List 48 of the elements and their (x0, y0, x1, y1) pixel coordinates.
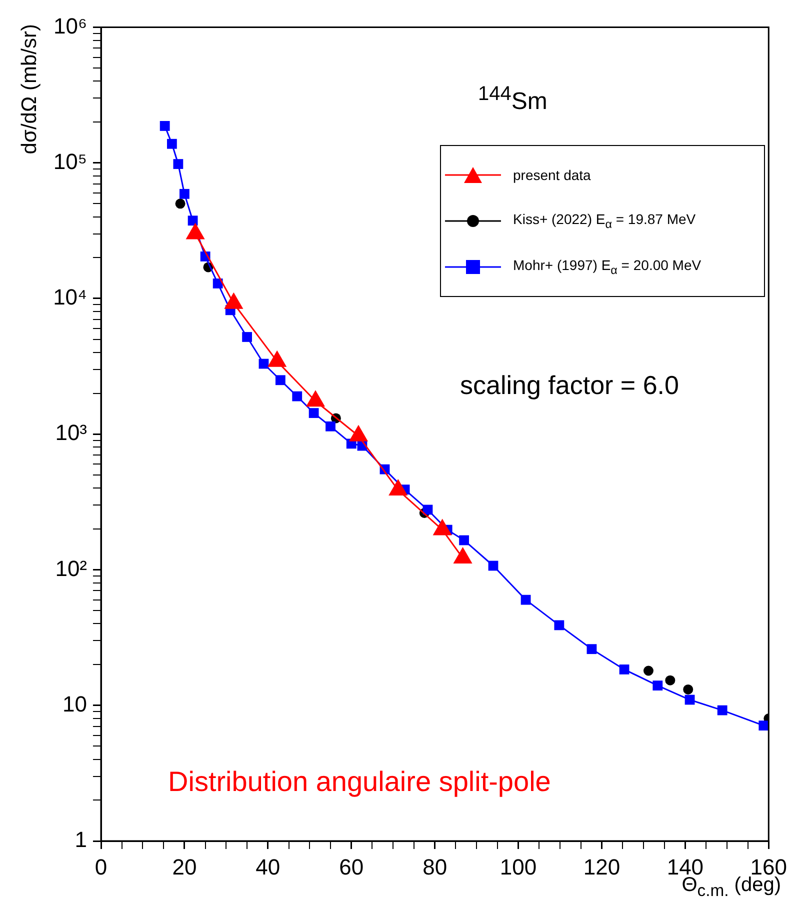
point (665, 675, 676, 686)
point (554, 620, 564, 630)
point (212, 278, 223, 288)
point (258, 358, 269, 369)
x-tick-label: 40 (256, 854, 280, 880)
point (488, 560, 498, 571)
point (586, 644, 597, 654)
annotation: scaling factor = 6.0 (460, 370, 679, 401)
y-tick-label: 10⁵ (53, 148, 87, 174)
point (758, 720, 769, 730)
point (275, 375, 286, 386)
point (717, 705, 728, 716)
x-tick-label: 100 (500, 854, 537, 880)
y-tick-label: 10³ (55, 420, 87, 446)
y-tick-label: 10 (62, 691, 87, 716)
point (683, 684, 694, 694)
point (652, 680, 663, 690)
y-tick-label: 1 (74, 827, 87, 852)
point (166, 138, 177, 149)
point (326, 421, 336, 432)
point (242, 332, 252, 342)
point (175, 198, 186, 209)
point (520, 594, 531, 605)
legend-label: Mohr+ (1997) E$_{α}$ = 20.00 MeV (513, 257, 702, 277)
legend-label: Kiss+ (2022) E$_{α}$ = 19.87 MeV (513, 211, 696, 231)
point (173, 159, 184, 169)
legend-label: present data (513, 167, 591, 183)
x-tick-label: 60 (339, 854, 364, 880)
x-tick-label: 0 (94, 854, 108, 880)
annotation: Distribution angulaire split-pole (168, 766, 551, 798)
point (160, 121, 170, 131)
y-tick-label: 10² (55, 556, 87, 581)
x-tick-label: 20 (172, 854, 197, 880)
y-tick-label: 10⁶ (53, 13, 87, 38)
y-tick-label: 10⁴ (53, 284, 87, 310)
point (292, 391, 302, 402)
point (308, 408, 319, 418)
point (180, 188, 190, 199)
y-axis-title: dσ/dΩ (mb/sr) (18, 24, 42, 156)
annotation: $^{144}$Sm (478, 83, 548, 116)
point (619, 664, 630, 674)
point (643, 666, 654, 676)
point (459, 535, 469, 546)
point (684, 694, 695, 705)
x-tick-label: 120 (583, 854, 620, 880)
point (188, 216, 198, 226)
x-axis-title: Θ$_{c.m.}$ (deg) (682, 874, 781, 900)
x-tick-label: 80 (422, 854, 448, 880)
